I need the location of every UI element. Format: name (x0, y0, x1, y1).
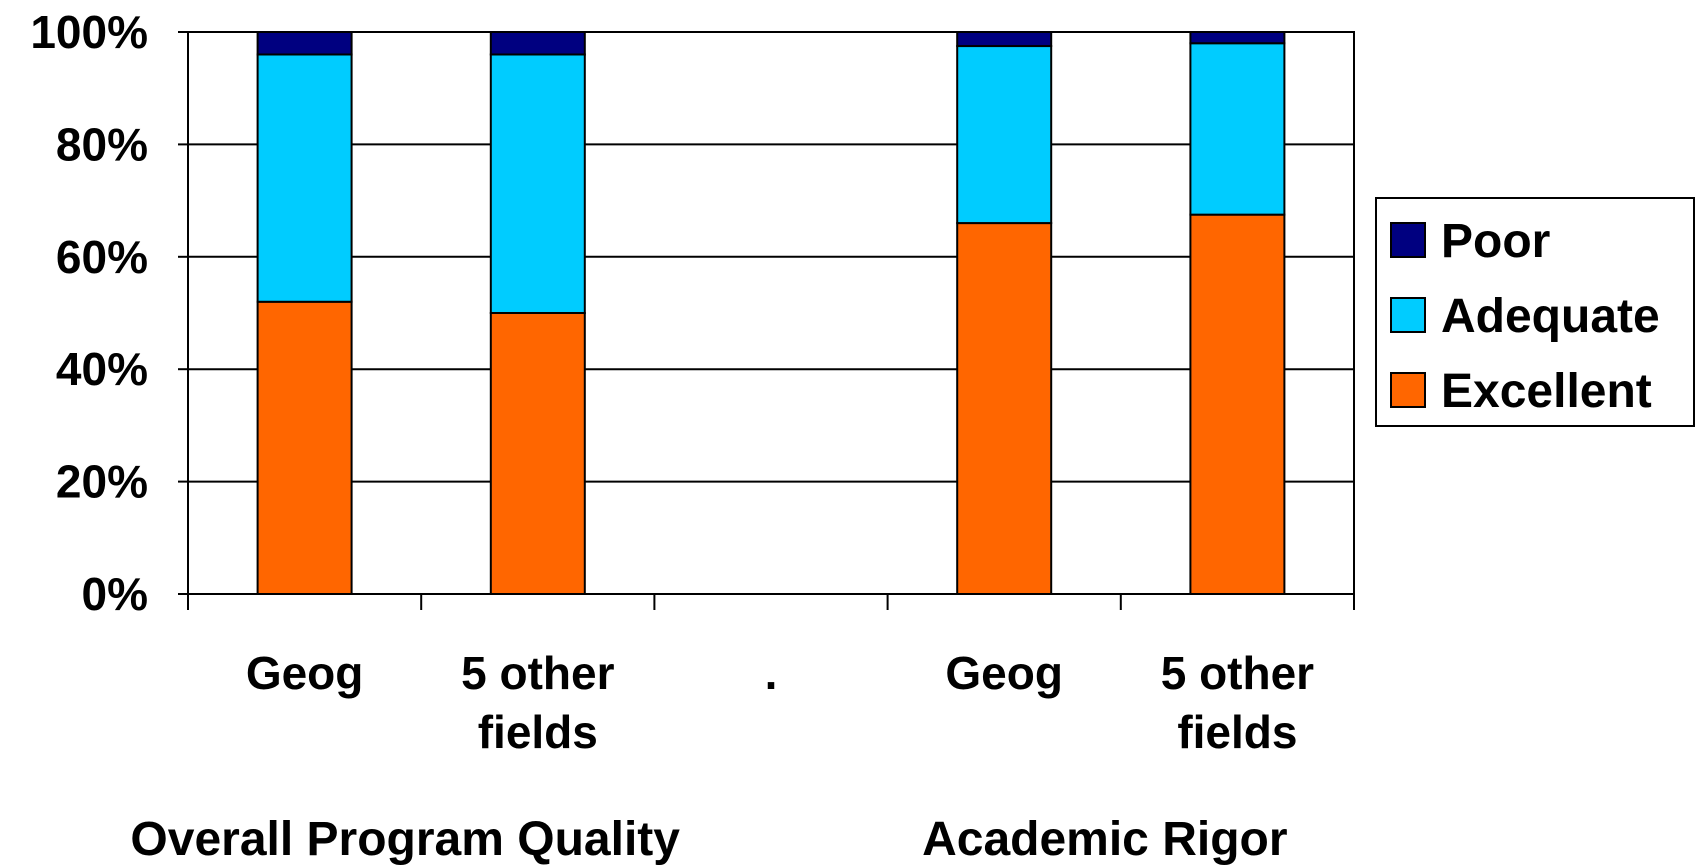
bar-segment-poor (489, 31, 586, 56)
bar-segment-excellent (956, 222, 1053, 596)
legend-swatch-excellent (1390, 372, 1426, 408)
bars (256, 31, 1286, 596)
x-tick-label: Geog (246, 647, 364, 699)
group-label: Academic Rigor (922, 813, 1287, 865)
y-tick-label: 80% (56, 118, 148, 170)
x-axis: Geog 5 other fields. Geog 5 other fields (187, 594, 1355, 758)
bar-segment-poor (1189, 31, 1286, 45)
bar-segment-adequate (956, 45, 1053, 225)
group-labels: Overall Program Quality Academic Rigor (130, 813, 1287, 865)
x-tick-label: 5 other (1161, 647, 1314, 699)
y-tick-label: 20% (56, 456, 148, 508)
x-tick-label: . (765, 647, 778, 699)
y-tick-label: 60% (56, 231, 148, 283)
x-tick-label: 5 other (461, 647, 614, 699)
bar-segment-adequate (256, 53, 353, 303)
bar-segment-adequate (489, 53, 586, 314)
bar-segment-excellent (256, 300, 353, 595)
y-tick-label: 100% (30, 6, 148, 58)
bar-segment-adequate (1189, 42, 1286, 216)
bar-segment-excellent (1189, 213, 1286, 595)
legend-swatch-poor (1390, 222, 1426, 258)
y-axis: 0% 20% 40% 60% 80% 100% (30, 6, 188, 620)
bar-segment-poor (956, 31, 1053, 48)
legend-swatch-adequate (1390, 297, 1426, 333)
bar-segment-poor (256, 31, 353, 56)
bar-segment-excellent (489, 312, 586, 595)
x-tick-label: fields (1177, 706, 1297, 758)
y-tick-label: 0% (82, 568, 148, 620)
gridlines (188, 143, 1354, 483)
legend-label-excellent: Excellent (1441, 365, 1652, 418)
x-tick-label: fields (478, 706, 598, 758)
plot-area (187, 31, 1355, 595)
legend: Poor Adequate Excellent (1375, 197, 1695, 427)
legend-label-poor: Poor (1441, 215, 1550, 268)
legend-box (1375, 197, 1695, 427)
group-label: Overall Program Quality (130, 813, 680, 865)
legend-label-adequate: Adequate (1441, 290, 1660, 343)
x-tick-label: Geog (945, 647, 1063, 699)
y-tick-label: 40% (56, 343, 148, 395)
